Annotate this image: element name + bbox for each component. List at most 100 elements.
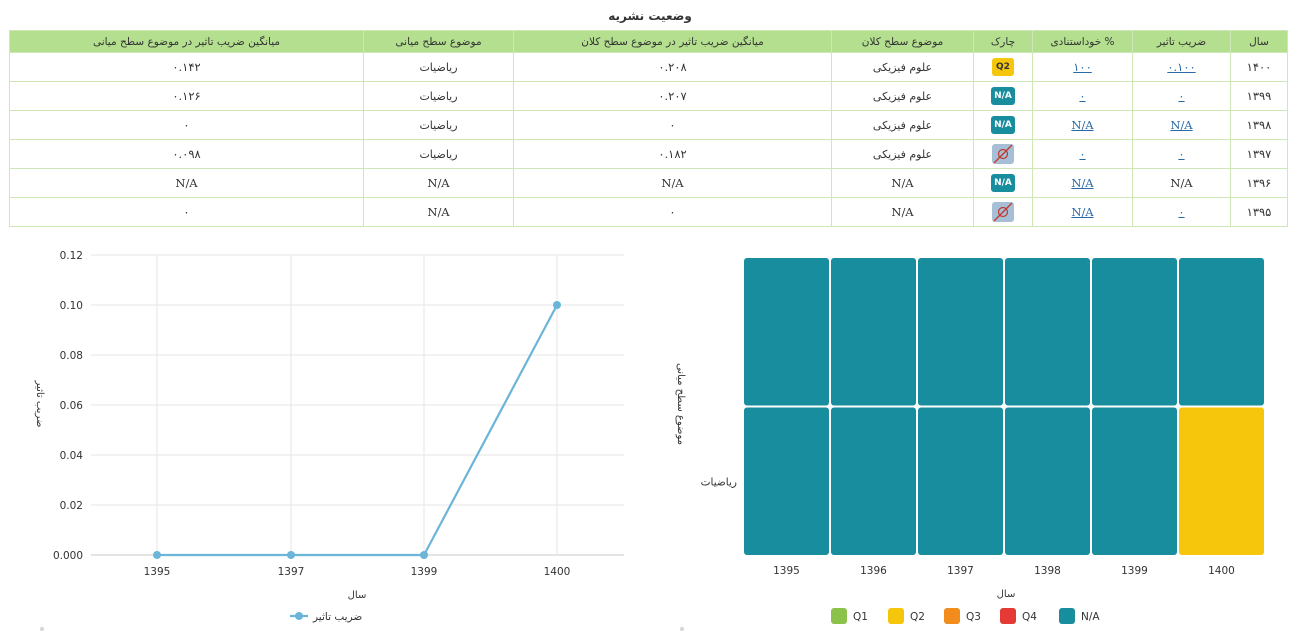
col-macro-avg[interactable]: میانگین ضریب تاثیر در موضوع سطح کلان (513, 30, 832, 53)
legend-item-q3[interactable]: Q3 (944, 608, 981, 624)
quartile-badge[interactable]: N/A (991, 174, 1015, 192)
legend-label: Q3 (966, 611, 981, 623)
data-point[interactable] (287, 551, 295, 559)
x-tick-label: 1395 (773, 565, 800, 577)
table-row: ۱۳۹۵ ۰ N/A N/A ۰ N/A ۰ (9, 197, 1288, 227)
table-body: ۱۴۰۰ ۰.۱۰۰ ۱۰۰ Q2 علوم فیزیکی ۰.۲۰۸ ریاضیات ۰.۱… (9, 52, 1288, 227)
x-tick-label: 1400 (544, 566, 571, 578)
mid-avg-cell: ۰.۱۴۲ (9, 52, 364, 82)
legend-label: N/A (1081, 611, 1100, 623)
heatmap-cell[interactable] (831, 258, 916, 406)
heatmap-cell[interactable] (1005, 407, 1090, 556)
heatmap-cell[interactable] (744, 407, 829, 556)
y-tick-label: 0.10 (60, 300, 83, 312)
impact-factor-cell-link[interactable]: N/A (1170, 118, 1193, 132)
x-tick-label: 1395 (144, 566, 171, 578)
impact-factor-cell-link[interactable]: ۰.۱۰۰ (1167, 60, 1196, 74)
heatmap-cell[interactable] (1092, 258, 1177, 406)
legend-swatch-icon (888, 608, 904, 624)
heatmap-cell[interactable] (918, 407, 1003, 556)
macro-avg-cell: ۰.۲۰۸ (513, 52, 832, 82)
impact-factor-cell: ۰ (1132, 81, 1231, 111)
heatmap-cell[interactable] (1179, 258, 1264, 406)
macro-avg-cell: ۰.۱۸۲ (513, 139, 832, 169)
legend-series-impact-factor[interactable]: ضریب تاثیر (290, 611, 362, 623)
impact-factor-line-chart: 0.000 0.02 0.04 0.06 0.08 0.10 0.12 1395 1397 139… (34, 250, 624, 631)
page-title: وضعیت نشریه (608, 9, 692, 23)
mid-avg-cell: ۰ (9, 110, 364, 140)
quartile-badge[interactable]: N/A (991, 116, 1015, 134)
data-point[interactable] (553, 301, 561, 309)
self-citation-cell: N/A (1032, 197, 1133, 227)
self-citation-cell: ۰ (1032, 81, 1133, 111)
data-point[interactable] (420, 551, 428, 559)
col-year[interactable]: سال (1230, 30, 1288, 53)
y-axis-title: موضوع سطح میانی (675, 363, 686, 445)
y-tick-label: 0.06 (60, 400, 84, 412)
table-row: ۱۴۰۰ ۰.۱۰۰ ۱۰۰ Q2 علوم فیزیکی ۰.۲۰۸ ریاضیات ۰.۱… (9, 52, 1288, 82)
impact-factor-cell-link[interactable]: ۰ (1178, 147, 1185, 161)
table-header-row: سال ضریب تاثیر % خوداستنادی چارک موضوع س… (9, 30, 1288, 53)
scroll-dot-icon (39, 626, 45, 631)
heatmap-cell[interactable] (1092, 407, 1177, 556)
data-point[interactable] (153, 551, 161, 559)
quartile-badge[interactable]: Q2 (992, 58, 1014, 76)
macro-subject-cell: N/A (831, 197, 974, 227)
year-cell: ۱۳۹۸ (1230, 110, 1288, 140)
self-citation-cell: ۰ (1032, 139, 1133, 169)
col-mid-avg[interactable]: میانگین ضریب تاثیر در موضوع سطح میانی (9, 30, 364, 53)
macro-subject-cell: علوم فیزیکی (831, 81, 974, 111)
y-tick-label: 0.08 (60, 350, 83, 362)
self-citation-cell-link[interactable]: ۰ (1079, 147, 1086, 161)
self-citation-cell-link[interactable]: ۱۰۰ (1073, 60, 1092, 74)
self-citation-cell-link[interactable]: N/A (1071, 205, 1094, 219)
impact-factor-cell: N/A (1132, 168, 1231, 198)
impact-factor-cell-link[interactable]: ۰ (1178, 89, 1185, 103)
legend-label: Q4 (1022, 611, 1037, 623)
quartile-badge[interactable]: N/A (991, 87, 1015, 105)
macro-avg-cell: ۰ (513, 110, 832, 140)
x-axis-title: سال (348, 590, 367, 601)
self-citation-cell: N/A (1032, 168, 1133, 198)
quartile-cell: N/A (973, 110, 1033, 140)
legend-item-q4[interactable]: Q4 (1000, 608, 1037, 624)
quartile-cell (973, 197, 1033, 227)
mid-avg-cell: N/A (9, 168, 364, 198)
self-citation-cell-link[interactable]: N/A (1071, 176, 1094, 190)
legend-swatch-icon (944, 608, 960, 624)
mid-subject-cell: ریاضیات (363, 52, 514, 82)
legend-label: Q1 (853, 611, 868, 623)
self-citation-cell-link[interactable]: N/A (1071, 118, 1094, 132)
legend-item-na[interactable]: N/A (1059, 608, 1100, 624)
col-mid-subject[interactable]: موضوع سطح میانی (363, 30, 514, 53)
quartile-cell: N/A (973, 168, 1033, 198)
x-tick-label: 1396 (860, 565, 887, 577)
impact-factor-cell: N/A (1132, 110, 1231, 140)
heatmap-cell[interactable] (831, 407, 916, 556)
legend-item-q1[interactable]: Q1 (831, 608, 868, 624)
y-tick-label: 0.02 (60, 500, 83, 512)
col-macro-subject[interactable]: موضوع سطح کلان (831, 30, 974, 53)
macro-avg-cell: N/A (513, 168, 832, 198)
col-self-citation[interactable]: % خوداستنادی (1032, 30, 1133, 53)
heatmap-cell[interactable] (918, 258, 1003, 406)
col-quartile[interactable]: چارک (973, 30, 1033, 53)
col-impact-factor[interactable]: ضریب تاثیر (1132, 30, 1231, 53)
y-tick-label: 0.12 (60, 250, 83, 262)
x-tick-label: 1399 (1121, 565, 1148, 577)
table-row: ۱۳۹۷ ۰ ۰ علوم فیزیکی ۰.۱۸۲ ریاضیات ۰.۰۹۸ (9, 139, 1288, 169)
mid-subject-cell: ریاضیات (363, 81, 514, 111)
year-cell: ۱۳۹۷ (1230, 139, 1288, 169)
table-row: ۱۳۹۹ ۰ ۰ N/A علوم فیزیکی ۰.۲۰۷ ریاضیات ۰.۱۲۶ (9, 81, 1288, 111)
macro-subject-cell: علوم فیزیکی (831, 139, 974, 169)
heatmap-cell[interactable] (1179, 407, 1264, 556)
quartile-heatmap-chart: 1395 1396 1397 1398 1399 1400 ریاضیات سال موضوع … (675, 258, 1264, 631)
x-tick-label: 1398 (1034, 565, 1061, 577)
self-citation-cell-link[interactable]: ۰ (1079, 89, 1086, 103)
quartile-cell (973, 139, 1033, 169)
impact-factor-cell-link[interactable]: ۰ (1178, 205, 1185, 219)
legend-item-q2[interactable]: Q2 (888, 608, 925, 624)
heatmap-cell[interactable] (744, 258, 829, 406)
heatmap-cell[interactable] (1005, 258, 1090, 406)
